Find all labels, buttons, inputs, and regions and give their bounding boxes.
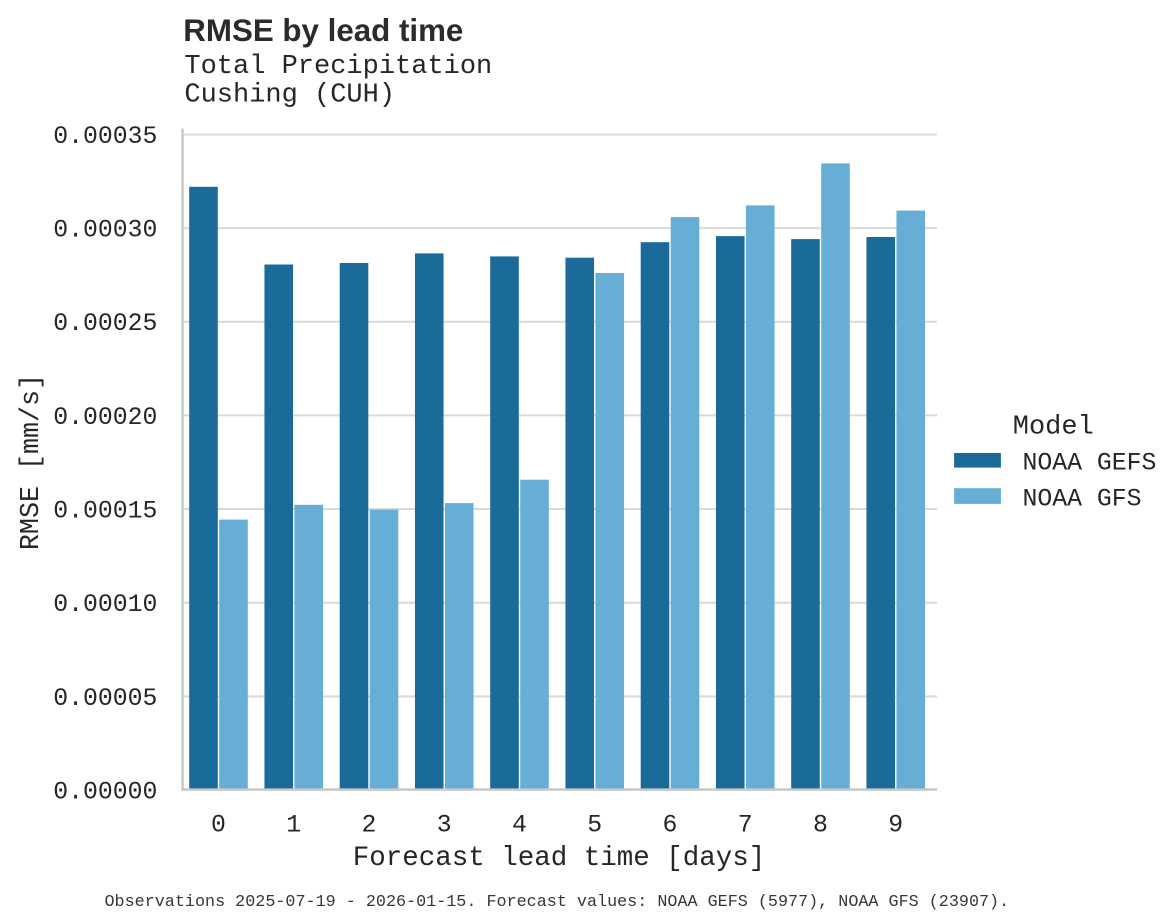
svg-text:2: 2: [362, 811, 377, 839]
svg-text:3: 3: [437, 811, 452, 839]
svg-text:0.00025: 0.00025: [53, 310, 157, 338]
svg-text:0.00020: 0.00020: [53, 404, 157, 432]
svg-text:NOAA GFS: NOAA GFS: [1023, 485, 1142, 513]
svg-text:0.00000: 0.00000: [53, 778, 157, 806]
svg-text:RMSE by lead time: RMSE by lead time: [183, 13, 463, 48]
svg-text:8: 8: [813, 811, 828, 839]
svg-text:RMSE [mm/s]: RMSE [mm/s]: [17, 374, 47, 550]
svg-text:Cushing (CUH): Cushing (CUH): [184, 81, 395, 111]
svg-text:0: 0: [211, 811, 226, 839]
svg-text:0.00015: 0.00015: [53, 497, 157, 525]
svg-text:0.00035: 0.00035: [53, 123, 157, 151]
svg-text:Model: Model: [1013, 413, 1094, 443]
svg-text:5: 5: [587, 811, 602, 839]
svg-text:NOAA GEFS: NOAA GEFS: [1023, 449, 1157, 477]
svg-text:Forecast lead time [days]: Forecast lead time [days]: [353, 843, 766, 874]
svg-text:Observations 2025-07-19 - 2026: Observations 2025-07-19 - 2026-01-15. Fo…: [105, 893, 1010, 912]
svg-text:1: 1: [286, 811, 301, 839]
svg-text:9: 9: [888, 811, 903, 839]
svg-text:6: 6: [663, 811, 678, 839]
svg-text:0.00005: 0.00005: [53, 685, 157, 713]
svg-text:0.00010: 0.00010: [53, 591, 157, 619]
svg-text:7: 7: [738, 811, 753, 839]
svg-text:0.00030: 0.00030: [53, 217, 157, 245]
svg-text:Total Precipitation: Total Precipitation: [184, 52, 492, 82]
svg-text:4: 4: [512, 811, 527, 839]
